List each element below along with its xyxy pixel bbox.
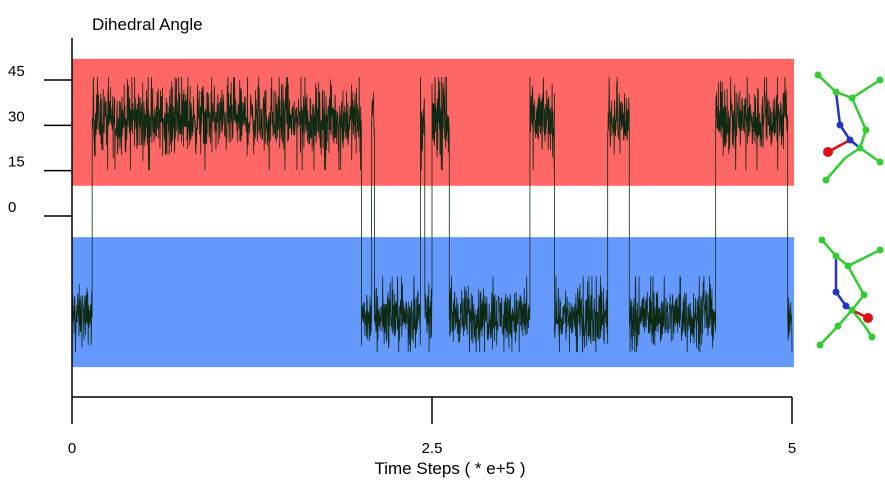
x-ticks: 0 2.5 5	[68, 397, 796, 457]
band-lower-state	[72, 237, 794, 368]
trace-line	[71, 76, 793, 353]
chart-title: Dihedral Angle	[92, 15, 203, 34]
x-tick-label: 2.5	[422, 440, 443, 457]
x-axis-title: Time Steps ( * e+5 )	[374, 459, 525, 478]
x-tick-label: 5	[788, 440, 796, 457]
molecule-structure-lower	[816, 236, 884, 349]
x-tick-label: 0	[68, 440, 76, 457]
y-tick-label: 30	[8, 108, 25, 125]
molecule-structure-upper	[814, 71, 884, 184]
y-ticks: 45 30 15 0	[8, 63, 72, 217]
y-tick-label: 45	[8, 63, 25, 80]
y-tick-label: 15	[8, 154, 25, 171]
y-tick-label: 0	[8, 199, 16, 216]
dihedral-trace	[71, 76, 793, 353]
state-bands	[72, 58, 794, 368]
